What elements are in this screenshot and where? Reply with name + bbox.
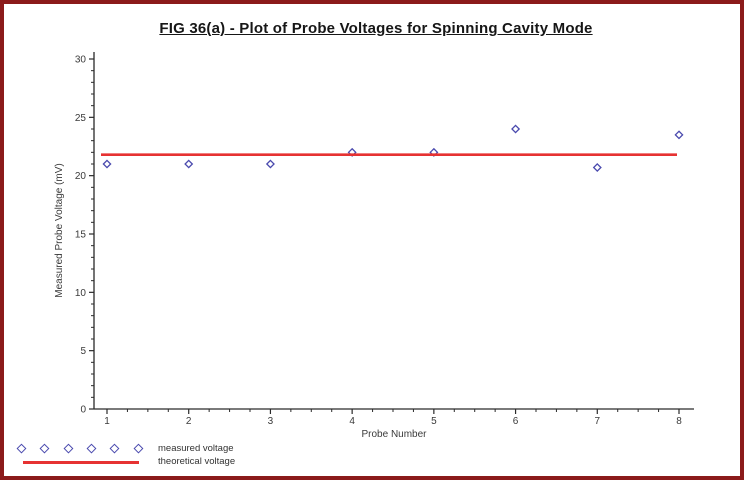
y-tick-label: 5 [80, 346, 86, 357]
x-tick-label: 4 [349, 416, 355, 427]
legend-diamond-icon [63, 443, 73, 454]
x-axis-label: Probe Number [361, 429, 427, 440]
legend-label-measured: measured voltage [158, 443, 234, 454]
x-tick-label: 3 [268, 416, 274, 427]
data-point-diamond [102, 159, 112, 169]
data-point-diamond [674, 130, 684, 140]
y-tick-label: 15 [75, 230, 87, 241]
chart-canvas: 0 5 10 15 20 25 30 1 2 3 4 5 6 7 8 Probe Number Measured… [54, 52, 694, 440]
x-tick-label: 8 [676, 416, 682, 427]
x-tick-label: 1 [104, 416, 110, 427]
x-tick-label: 6 [513, 416, 519, 427]
y-tick-label: 10 [75, 288, 87, 299]
legend-diamond-icon [86, 443, 97, 454]
y-tick-label: 30 [75, 55, 87, 66]
data-point-diamond [265, 159, 275, 169]
y-tick-label: 20 [75, 171, 87, 182]
legend: measured voltage theoretical voltage [16, 442, 235, 468]
legend-diamond-icon [16, 443, 27, 454]
x-tick-label: 7 [595, 416, 601, 427]
y-tick-label: 25 [75, 113, 87, 124]
data-point-diamond [511, 124, 521, 134]
y-axis-label: Measured Probe Voltage (mV) [54, 163, 65, 298]
legend-label-theoretical: theoretical voltage [158, 456, 236, 467]
legend-entry-measured: measured voltage [16, 442, 235, 455]
legend-entry-theoretical: theoretical voltage [18, 455, 235, 468]
data-point-diamond [184, 159, 194, 169]
data-point-diamond [592, 162, 602, 173]
chart-title: FIG 36(a) - Plot of Probe Voltages for S… [159, 20, 593, 37]
legend-diamond-icon [133, 443, 143, 454]
legend-diamond-icon [39, 443, 50, 454]
y-tick-label: 0 [80, 405, 86, 416]
theoretical-voltage-line-marker [18, 456, 158, 467]
x-tick-label: 2 [186, 416, 192, 427]
measured-voltage-diamond-markers [16, 443, 158, 454]
red-line-swatch [23, 461, 139, 464]
x-tick-label: 5 [431, 416, 437, 427]
legend-diamond-icon [109, 443, 120, 454]
